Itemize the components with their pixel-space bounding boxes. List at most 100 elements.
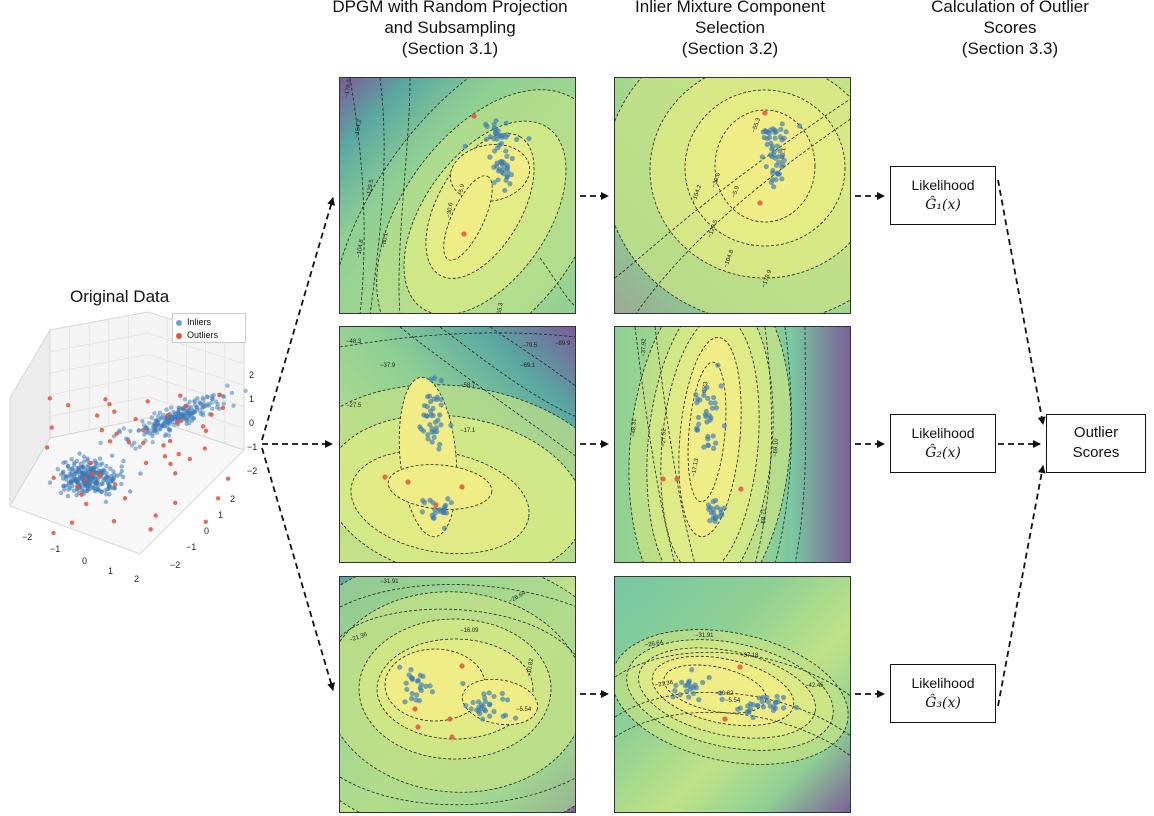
outlier-point [187,456,193,462]
inlier-point [209,400,214,405]
inlier-point [776,159,782,165]
inlier-point [673,682,679,689]
outlier-point [148,527,153,532]
inlier-point [154,420,160,426]
inlier-point [107,492,112,497]
inlier-point [483,121,489,127]
outlier-point [103,397,108,402]
inlier-point [512,715,519,721]
inlier-point [481,691,487,697]
inlier-point [719,696,725,702]
outlier-point [162,454,168,459]
inlier-point [677,692,683,698]
inlier-point [65,493,71,499]
inlier-point [713,513,719,519]
inlier-point [180,406,186,412]
inlier-point [210,406,215,411]
contour-label: −42.45 [805,683,824,689]
outlier-scores-line2: Scores [1072,444,1120,461]
inlier-point [777,134,784,140]
y-tick: 1 [218,510,223,520]
outlier-point [47,396,53,401]
contour-label: −30.6 [446,202,455,219]
inlier-point [120,474,126,480]
inlier-point [480,716,486,722]
z-axis-ticks: 2 1 0 −1 −2 [247,370,257,476]
contour-line [775,327,792,562]
legend-inlier-marker [176,319,182,326]
inlier-point [774,143,780,149]
inlier-point [162,419,168,425]
inlier-point [80,470,85,476]
contour-label: −5.9 [458,183,466,196]
inlier-point [504,153,510,159]
outlier-point [112,409,117,414]
inlier-point [746,708,752,714]
outlier-point [89,471,95,477]
inlier-point [418,682,424,688]
outlier-point [168,461,173,467]
outlier-scores-box: Outlier Scores [1046,414,1146,473]
inlier-point [430,412,436,418]
original-data-legend: Inliers Outliers [172,313,246,343]
legend-entry-outliers: Outliers [176,329,242,342]
inlier-point [771,148,777,155]
outlier-point [433,502,439,508]
contour-label: −48.31 [631,418,638,437]
inlier-point [73,469,78,474]
contour-label: −37.9 [380,363,396,369]
column-title-scores-line2: Scores [983,18,1037,37]
inlier-point [689,667,695,673]
inlier-point [117,428,122,433]
inlier-point [209,393,215,399]
inlier-point [77,451,82,456]
column-title-selection-line3: (Section 3.2) [681,39,779,58]
contour-line [615,711,850,757]
inlier-point [90,485,95,490]
contour-label: −79.5 [522,343,538,349]
inlier-point [191,416,196,421]
inlier-point [168,405,174,410]
arrow-original-to-dpgm-1 [261,197,335,441]
contour-label: −5.9 [731,185,741,199]
inlier-point [693,392,699,398]
outlier-point [165,412,170,418]
inlier-point [445,496,451,502]
inlier-point [433,425,439,431]
inlier-point [81,454,87,459]
inlier-point [187,399,192,404]
inlier-point [684,682,690,688]
outlier-point [738,486,744,492]
inlier-point [696,697,702,703]
inlier-point [402,699,408,705]
outlier-point [153,513,158,518]
outlier-point [183,403,188,409]
inlier-point [765,699,771,705]
inlier-point [156,413,161,419]
inlier-point [441,504,448,510]
contour-line [398,78,411,313]
inlier-point [760,129,766,135]
inlier-point [69,456,74,462]
inlier-point [770,170,776,176]
inlier-point [764,694,770,701]
inlier-point [486,690,492,696]
outlier-point [114,431,119,436]
inlier-point [713,405,720,411]
inlier-point [413,697,419,703]
outlier-point [145,399,150,404]
contour-line [369,78,385,313]
inlier-point [67,466,72,472]
inlier-point [718,383,724,389]
contour-label: −48.3 [346,339,362,345]
outlier-point [449,734,455,740]
inlier-point [162,423,167,429]
inlier-point [85,468,90,473]
inlier-point [514,136,520,142]
inlier-point [448,499,454,506]
inlier-point [425,432,431,438]
inlier-point [718,506,724,512]
outlier-point [49,425,54,430]
inlier-point [55,466,61,472]
outlier-point [143,460,149,466]
